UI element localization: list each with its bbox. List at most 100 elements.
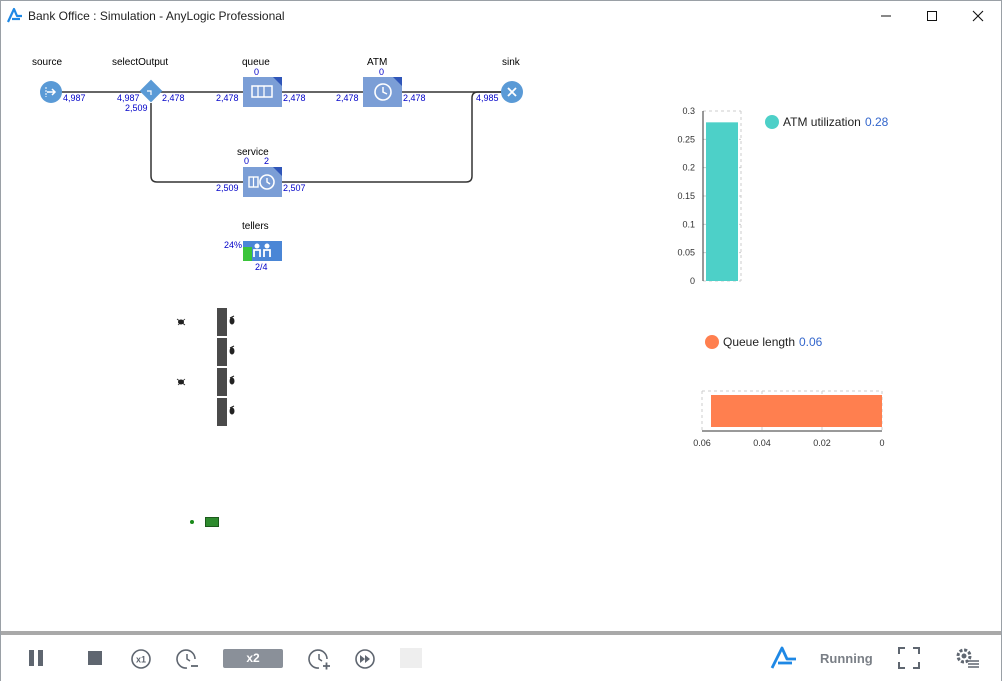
close-button[interactable] xyxy=(955,1,1001,31)
speed-up-icon xyxy=(308,649,330,670)
teller-desk xyxy=(217,338,227,366)
toolbar-separator xyxy=(1,631,1001,635)
queue-block[interactable] xyxy=(243,77,282,107)
close-icon xyxy=(972,10,984,22)
maximize-icon xyxy=(927,11,937,21)
split-icon xyxy=(147,90,152,95)
fast-forward-button[interactable] xyxy=(354,648,376,675)
people-animation xyxy=(176,315,235,415)
pause-button[interactable] xyxy=(27,648,47,673)
queue-chart-plot xyxy=(701,390,883,432)
anylogic-logo-icon xyxy=(770,646,796,669)
tellers-busy: 2/4 xyxy=(255,262,268,272)
queue-length-bar xyxy=(711,395,882,427)
atm-legend-dot xyxy=(765,115,779,129)
atm-in-count: 2,478 xyxy=(336,93,359,103)
service-queue-count: 0 xyxy=(244,156,250,166)
teller-desk xyxy=(217,308,227,336)
atm-legend-label: ATM utilization xyxy=(783,115,861,129)
queue-icon xyxy=(251,85,273,98)
teller-desk xyxy=(217,398,227,426)
queue-length-chart: Queue length 0.06 0.06 0.04 0.02 0 xyxy=(681,331,901,481)
fast-forward-icon xyxy=(355,649,375,669)
clock-icon xyxy=(374,83,392,101)
queue-tick-label: 0.06 xyxy=(693,438,711,448)
tellers-utilization: 24% xyxy=(224,240,243,250)
slow-down-icon xyxy=(176,649,198,669)
queue-count: 0 xyxy=(254,67,260,77)
queue-label: queue xyxy=(242,57,270,68)
selectoutput-label: selectOutput xyxy=(112,57,169,68)
atm-block[interactable] xyxy=(363,77,402,107)
service-label: service xyxy=(237,147,269,158)
speed-up-button[interactable] xyxy=(308,648,332,675)
service-icon xyxy=(248,174,275,190)
anylogic-app-icon xyxy=(7,7,22,23)
queue-tick-label: 0.02 xyxy=(813,438,831,448)
service-out-count: 2,507 xyxy=(283,183,306,193)
atm-out-count: 2,478 xyxy=(403,93,426,103)
svg-text:x1: x1 xyxy=(136,655,146,665)
run-status: Running xyxy=(820,651,873,666)
realtime-x1-icon: x1 xyxy=(131,649,151,669)
selectoutput-true-count: 2,478 xyxy=(162,93,185,103)
source-out-count: 4,987 xyxy=(63,93,86,103)
anylogic-logo[interactable] xyxy=(770,645,798,676)
queue-in-count: 2,478 xyxy=(216,93,239,103)
tellers-label: tellers xyxy=(242,221,269,232)
atm-count: 0 xyxy=(379,67,385,77)
atm-utilization-chart: ATM utilization 0.28 0.3 0.25 0.2 0.15 0.1 0.… xyxy=(661,101,901,301)
slow-down-button[interactable] xyxy=(176,648,200,675)
fullscreen-icon xyxy=(898,647,920,669)
resource-pool-icon xyxy=(253,243,271,257)
service-delay-count: 2 xyxy=(264,156,270,166)
atm-tick-label: 0.1 xyxy=(682,219,695,229)
simulation-canvas: source 4,987 selectOutput 4,987 2,478 2,… xyxy=(1,31,1001,631)
pause-icon xyxy=(29,650,43,666)
customer-dot xyxy=(190,520,194,524)
queue-legend-value: 0.06 xyxy=(799,335,823,349)
speed-indicator: x2 xyxy=(223,649,283,668)
atm-machine xyxy=(205,517,219,527)
queue-legend-dot xyxy=(705,335,719,349)
atm-tick-label: 0.2 xyxy=(682,163,695,173)
simulation-toolbar: x1 x2 xyxy=(1,635,1001,681)
source-label: source xyxy=(32,57,63,68)
queue-out-count: 2,478 xyxy=(283,93,306,103)
atm-chart-plot: 0.3 0.25 0.2 0.15 0.1 0.05 0 xyxy=(677,106,742,286)
sink-label: sink xyxy=(502,57,520,68)
maximize-button[interactable] xyxy=(909,1,955,31)
atm-tick-label: 0 xyxy=(690,276,695,286)
stop-button[interactable] xyxy=(87,650,103,671)
sink-block[interactable] xyxy=(501,81,523,103)
service-in-count: 2,509 xyxy=(216,183,239,193)
atm-tick-label: 0.15 xyxy=(677,191,695,201)
realtime-button[interactable]: x1 xyxy=(130,648,152,675)
queue-legend-label: Queue length xyxy=(723,335,796,349)
source-block[interactable] xyxy=(40,81,62,103)
settings-button[interactable] xyxy=(954,646,980,675)
minimize-button[interactable] xyxy=(863,1,909,31)
step-button-disabled xyxy=(400,648,422,668)
atm-utilization-bar xyxy=(706,122,738,281)
title-bar: Bank Office : Simulation - AnyLogic Prof… xyxy=(1,1,1001,31)
queue-tick-label: 0.04 xyxy=(753,438,771,448)
sink-in-count: 4,985 xyxy=(476,93,499,103)
source-icon xyxy=(45,87,57,97)
settings-icon xyxy=(956,648,979,668)
service-block[interactable] xyxy=(243,167,282,197)
queue-tick-label: 0 xyxy=(879,438,885,448)
atm-tick-label: 0.25 xyxy=(677,134,695,144)
tellers-block[interactable] xyxy=(243,241,282,261)
fullscreen-button[interactable] xyxy=(898,647,920,674)
x-icon xyxy=(507,87,517,97)
teller-desk xyxy=(217,368,227,396)
minimize-icon xyxy=(881,15,891,17)
flowchart-connectors xyxy=(61,91,503,183)
atm-label: ATM xyxy=(367,57,388,68)
window-title: Bank Office : Simulation - AnyLogic Prof… xyxy=(28,9,285,23)
atm-tick-label: 0.05 xyxy=(677,248,695,258)
atm-tick-label: 0.3 xyxy=(682,106,695,116)
atm-legend-value: 0.28 xyxy=(865,115,889,129)
